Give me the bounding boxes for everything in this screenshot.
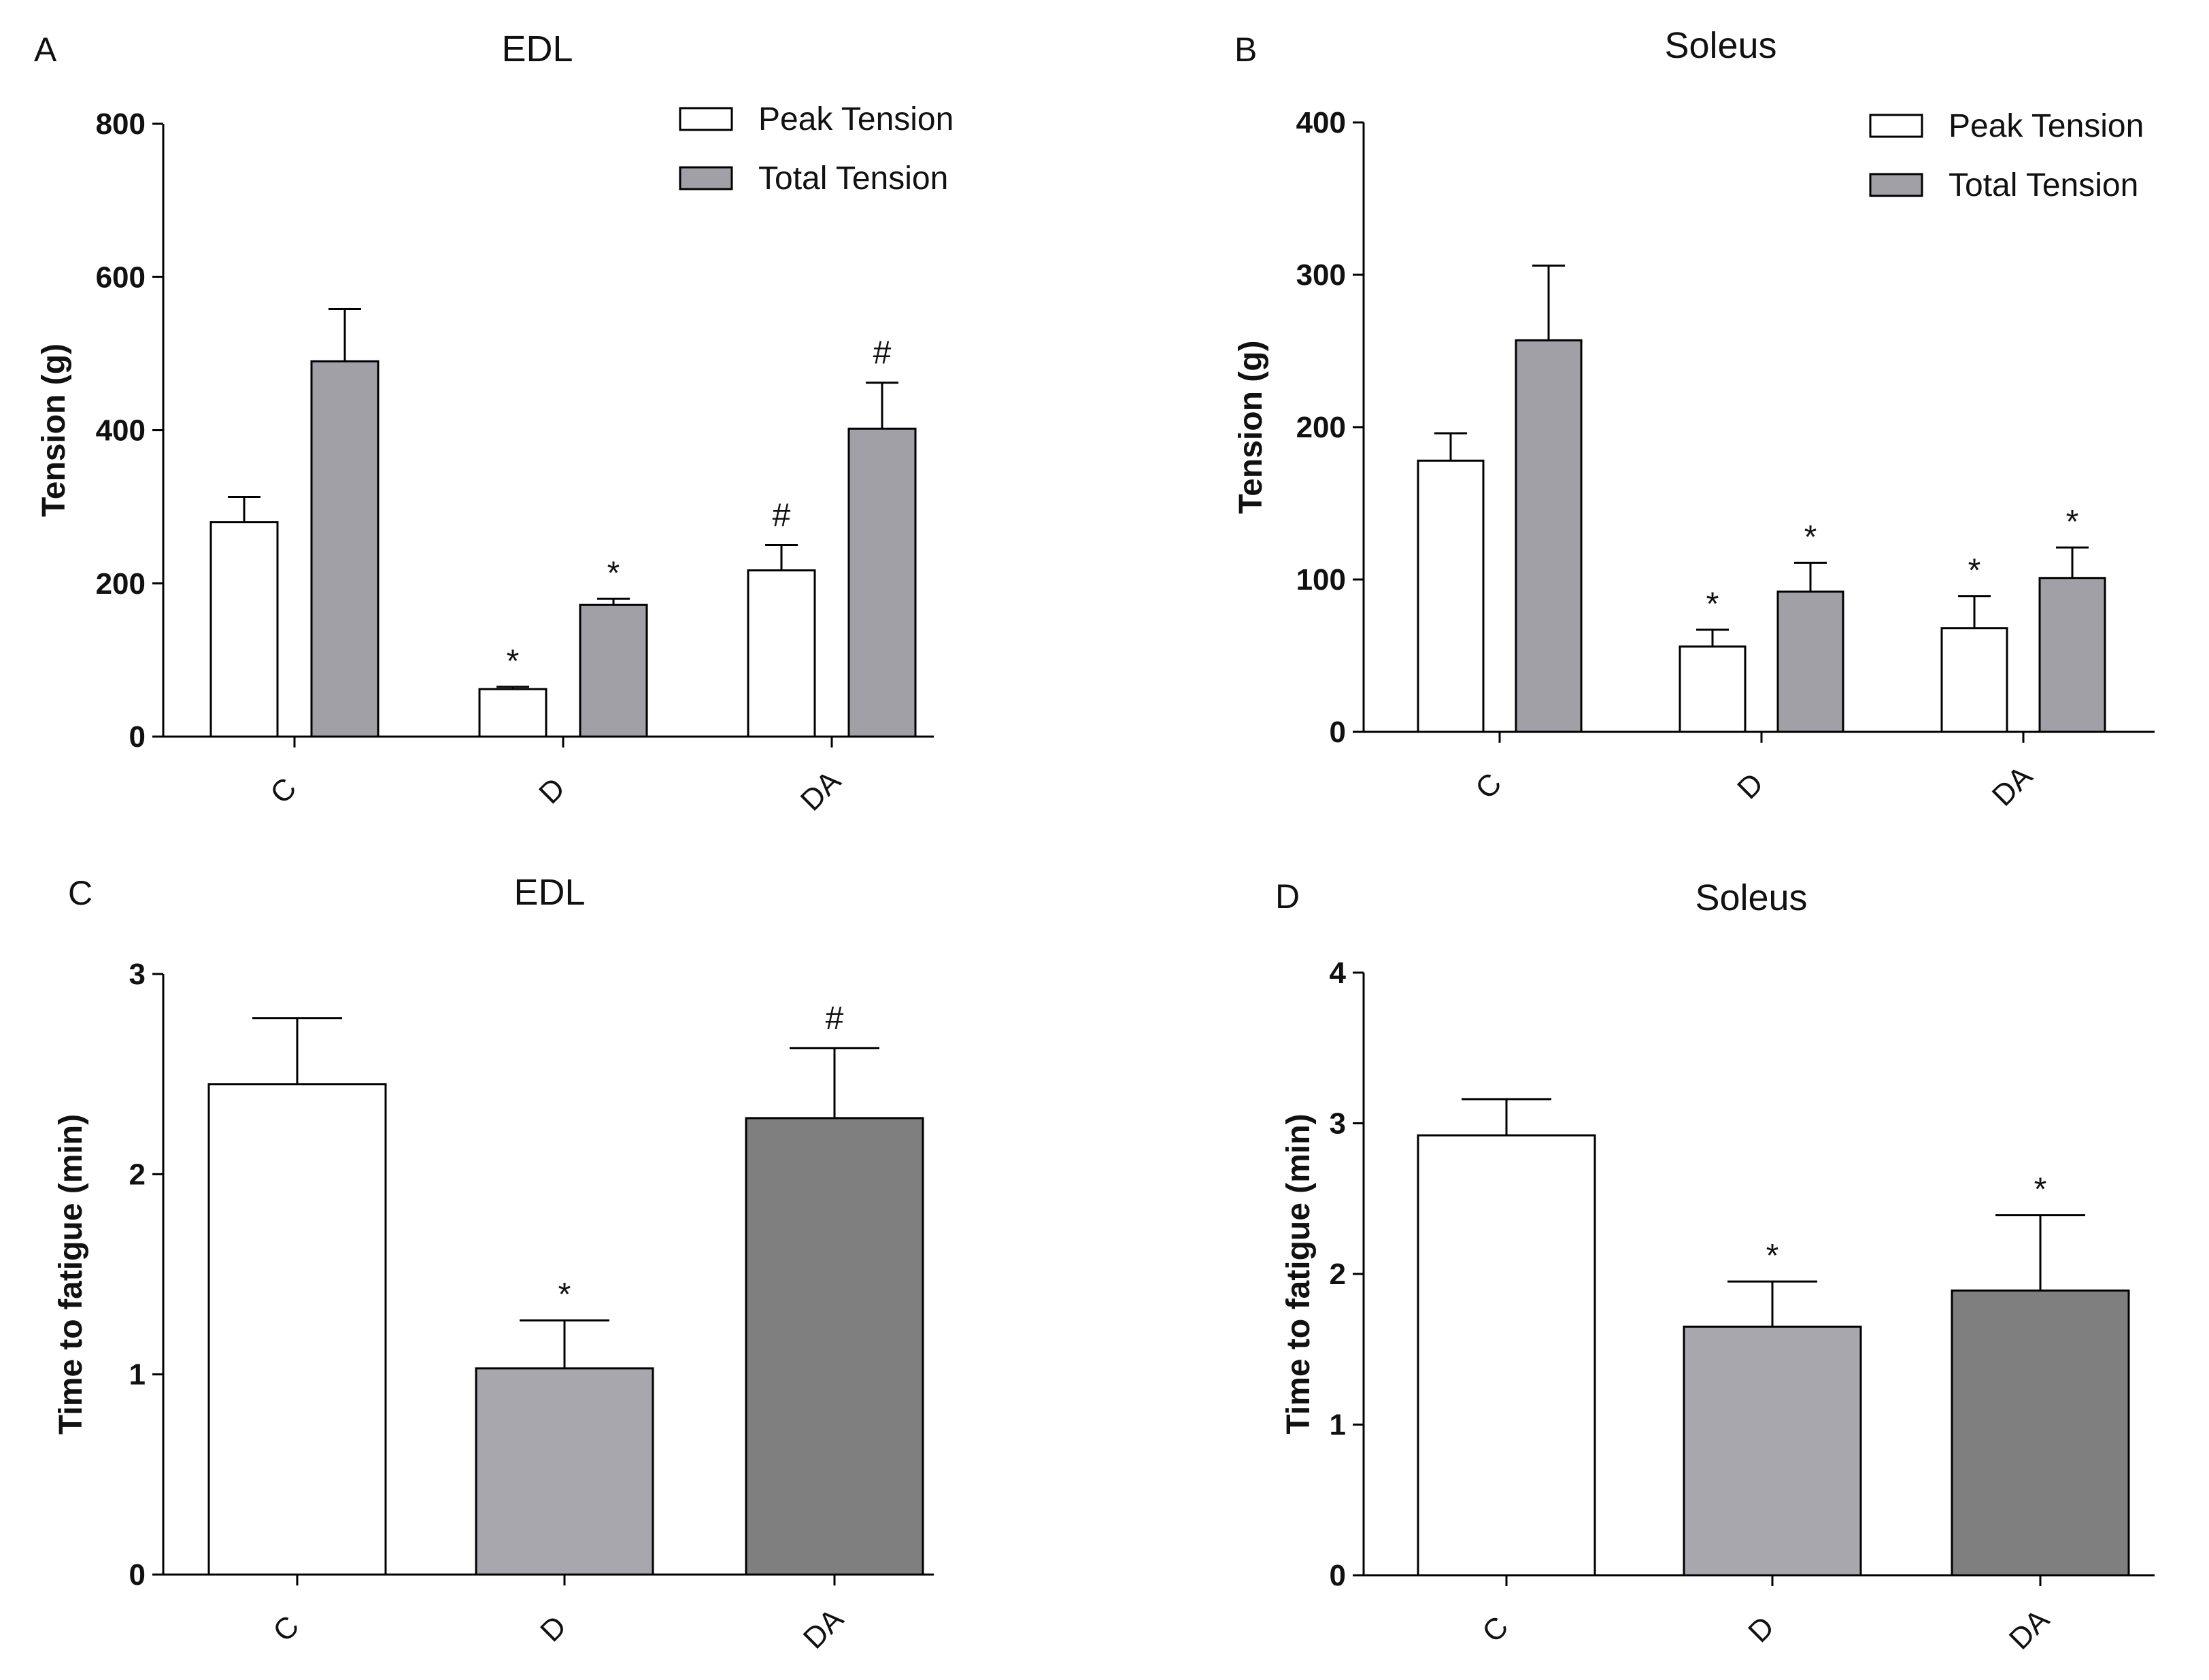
bar-D [1683,1326,1862,1577]
y-axis-label-C: Time to fatigue (min) [53,1114,89,1434]
significance-mark-B: * [2066,504,2079,540]
panel-letter-C: C [68,874,92,912]
significance-mark-B: * [1968,553,1981,589]
y-tick-label-B: 0 [1330,716,1346,749]
y-axis-label-D: Time to fatigue (min) [1281,1113,1317,1434]
significance-mark-C: # [826,1001,844,1037]
legend-swatch-B [1869,173,1923,197]
y-tick-label-C: 0 [129,1558,146,1592]
x-tick-label-A: DA [794,764,847,817]
legend-label-A: Peak Tension [758,101,954,137]
y-tick-label-D: 4 [1330,956,1347,990]
y-tick-label-C: 3 [129,958,146,991]
chart-panel-C: C EDL 0 1 2 3 C D DA Time to fatigue (min) * # [53,872,934,1656]
y-tick-label-B: 400 [1296,106,1346,139]
significance-mark-C: * [558,1277,571,1313]
x-tick-label-C: C [267,1609,305,1648]
y-tick-label-D: 1 [1330,1409,1346,1442]
y-axis-label-B: Tension (g) [1233,340,1269,514]
significance-mark-A: # [773,497,791,533]
bar-C [475,1367,654,1576]
legend-swatch-A [679,166,733,190]
y-axis-label-A: Tension (g) [36,343,72,517]
y-tick-label-A: 600 [96,261,146,294]
x-tick-label-C: DA [797,1602,850,1655]
x-tick-label-A: C [264,771,303,810]
y-tick-label-A: 800 [96,107,146,141]
bar-A [579,603,648,738]
bar-D [1951,1289,2130,1577]
x-tick-label-B: C [1469,767,1508,805]
bar-A [209,521,279,738]
legend-label-A: Total Tension [758,161,948,197]
y-tick-label-A: 200 [96,567,146,601]
panel-letter-D: D [1275,877,1300,915]
bar-B [1940,627,2008,733]
x-tick-label-C: D [534,1609,573,1648]
bar-C [745,1117,924,1576]
x-tick-label-D: C [1476,1610,1515,1649]
panel-title-A: EDL [501,29,573,69]
bar-A [478,688,547,738]
legend-swatch-B [1869,114,1923,138]
panel-letter-A: A [34,31,57,69]
x-tick-label-A: D [533,771,571,810]
significance-mark-A: * [607,555,620,591]
chart-panel-D: D Soleus 0 1 2 3 4 C D DA Time to fatigue (min) * * [1275,877,2155,1656]
panel-title-C: EDL [513,872,585,913]
significance-mark-D: * [2034,1172,2047,1208]
panel-title-B: Soleus [1664,25,1776,66]
x-tick-label-B: D [1731,767,1770,805]
panel-letter-B: B [1234,31,1257,69]
y-tick-label-D: 0 [1330,1559,1346,1592]
significance-mark-B: * [1706,586,1719,622]
y-tick-label-B: 300 [1296,258,1346,292]
significance-mark-B: * [1804,519,1817,555]
y-tick-label-A: 0 [129,720,146,754]
significance-mark-A: # [873,335,892,371]
y-tick-label-C: 2 [129,1158,146,1191]
bar-D [1417,1134,1596,1577]
bar-B [2038,577,2106,733]
bar-A [847,427,917,738]
y-tick-label-D: 3 [1330,1107,1346,1141]
y-tick-label-C: 1 [129,1358,146,1392]
panel-title-D: Soleus [1695,877,1807,918]
y-tick-label-B: 100 [1296,563,1346,597]
bar-B [1515,339,1583,733]
significance-mark-A: * [507,643,520,679]
y-tick-label-B: 200 [1296,411,1346,444]
bar-C [207,1083,387,1576]
significance-mark-D: * [1766,1238,1779,1274]
y-tick-label-D: 2 [1330,1258,1346,1291]
bar-A [310,360,380,738]
bar-B [1679,645,1747,733]
chart-panel-A: A EDL 0 200 400 600 800 C D DA Tension (g) * # * # Peak… [34,29,954,818]
bar-A [747,569,816,738]
x-tick-label-D: DA [2003,1602,2056,1656]
chart-panel-B: B Soleus 0 100 200 300 400 C D DA Tension (g) * * * * P… [1233,25,2155,813]
x-tick-label-D: D [1742,1610,1781,1649]
legend-label-B: Total Tension [1949,167,2138,203]
legend-swatch-A [679,107,733,131]
bar-B [1417,459,1485,733]
legend-label-B: Peak Tension [1949,108,2144,144]
y-tick-label-A: 400 [96,414,146,448]
x-tick-label-B: DA [1986,759,2039,812]
bar-B [1776,590,1844,733]
